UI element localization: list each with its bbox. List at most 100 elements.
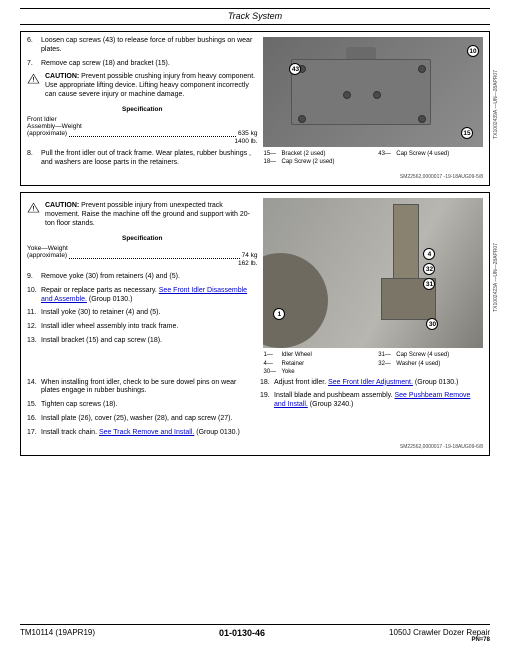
link-front-idler-adjustment[interactable]: See Front Idler Adjustment. (328, 379, 413, 386)
step-8: 8.Pull the front idler out of track fram… (27, 150, 257, 168)
leg-n: 1— (263, 351, 281, 359)
callout-30: 30 (426, 318, 438, 330)
top-rule (20, 8, 490, 9)
t: (Group 0130.) (413, 379, 459, 386)
step-num: 12. (27, 323, 41, 332)
leg-t: Retainer (281, 360, 304, 368)
step-num: 8. (27, 150, 41, 168)
caution-icon: ! (27, 73, 42, 86)
spec-row-2: (approximate) 74 kg (27, 252, 257, 260)
leg-n: 31— (378, 351, 396, 359)
leg-t: Yoke (281, 368, 294, 376)
figure-1: 43 10 15 (263, 37, 483, 147)
leg-t: Bracket (2 used) (281, 150, 325, 158)
caution-bold: CAUTION: (45, 202, 79, 209)
step-18: 18.Adjust front idler. See Front Idler A… (260, 379, 483, 388)
step-6: 6.Loosen cap screws (43) to release forc… (27, 37, 257, 55)
leg-t: Washer (4 used) (396, 360, 440, 368)
steps-18-19: 18.Adjust front idler. See Front Idler A… (260, 379, 483, 410)
spec-title-1: Specification (27, 106, 257, 113)
step-text: Install idler wheel assembly into track … (41, 323, 257, 332)
step-num: 18. (260, 379, 274, 388)
step-text: Install blade and pushbeam assembly. See… (274, 392, 483, 410)
leg-n: 30— (263, 368, 281, 376)
spec-val: 74 kg (242, 252, 258, 260)
spec-line2: Assembly—Weight (27, 123, 257, 130)
steps-6-7: 6.Loosen cap screws (43) to release forc… (27, 37, 257, 68)
step-num: 15. (27, 401, 41, 410)
section-1: 6.Loosen cap screws (43) to release forc… (20, 31, 490, 186)
step-num: 16. (27, 415, 41, 424)
step-text: Adjust front idler. See Front Idler Adju… (274, 379, 483, 388)
leg-n: 15— (263, 150, 281, 158)
section1-right: 43 10 15 TX1002439A —UN—28APR07 15—Brack… (263, 37, 483, 172)
fig2-side-label: TX1002423A —UN—28APR07 (493, 243, 499, 312)
leg-t: Idler Wheel (281, 351, 311, 359)
spec-row-1: (approximate) 635 kg (27, 130, 257, 138)
caution-1: ! CAUTION: Prevent possible crushing inj… (27, 73, 257, 99)
caution-bold: CAUTION: (45, 73, 79, 80)
spec-line1: Yoke—Weight (27, 245, 257, 252)
legend-1: 15—Bracket (2 used) 18—Cap Screw (2 used… (263, 150, 483, 167)
footer-pn: PN=78 (389, 637, 490, 643)
spec-line1: Front Idler (27, 116, 257, 123)
step-num: 7. (27, 60, 41, 69)
spec-lab: (approximate) (27, 252, 67, 260)
step-num: 13. (27, 337, 41, 346)
fig1-side-label: TX1002439A —UN—28APR07 (493, 70, 499, 139)
t: (Group 0130.) (194, 429, 240, 436)
step-text: Install plate (26), cover (25), washer (… (41, 415, 250, 424)
legend-2: 1—Idler Wheel 4—Retainer 30—Yoke 31—Cap … (263, 351, 483, 376)
callout-32: 32 (423, 263, 435, 275)
step-num: 11. (27, 309, 41, 318)
step-13: 13.Install bracket (15) and cap screw (1… (27, 337, 257, 346)
section1-left: 6.Loosen cap screws (43) to release forc… (27, 37, 257, 172)
caution-2: ! CAUTION: Prevent possible injury from … (27, 202, 257, 228)
callout-10: 10 (467, 45, 479, 57)
section2-micro: SM22562,0000017 -19-18AUG09-6/8 (27, 444, 483, 450)
leg-n: 18— (263, 158, 281, 166)
callout-4: 4 (423, 248, 435, 260)
page-footer: TM10114 (19APR19) 01-0130-46 1050J Crawl… (20, 624, 490, 643)
step-16: 16.Install plate (26), cover (25), washe… (27, 415, 250, 424)
step-text: Install yoke (30) to retainer (4) and (5… (41, 309, 257, 318)
step-19: 19.Install blade and pushbeam assembly. … (260, 392, 483, 410)
callout-15: 15 (461, 127, 473, 139)
t: Install blade and pushbeam assembly. (274, 392, 395, 399)
section1-micro: SM22562,0000017 -19-18AUG09-5/8 (27, 174, 483, 180)
step-text: When installing front idler, check to be… (41, 379, 250, 397)
fig2-wheel (263, 253, 328, 348)
step-num: 19. (260, 392, 274, 410)
leg-t: Cap Screw (4 used) (396, 150, 449, 158)
section2-left-upper: ! CAUTION: Prevent possible injury from … (27, 198, 257, 376)
fig1-handle (346, 47, 376, 59)
leg-n: 4— (263, 360, 281, 368)
step-9: 9.Remove yoke (30) from retainers (4) an… (27, 273, 257, 282)
spec-dots (69, 130, 236, 137)
spec-title-2: Specification (27, 235, 257, 242)
step-text: Remove yoke (30) from retainers (4) and … (41, 273, 257, 282)
caution-icon: ! (27, 202, 42, 215)
footer-mid: 01-0130-46 (219, 628, 265, 638)
footer-right-title: 1050J Crawler Dozer Repair (389, 628, 490, 637)
step-text: Repair or replace parts as necessary. Se… (41, 287, 257, 305)
step-num: 6. (27, 37, 41, 55)
spec-val: 635 kg (238, 130, 258, 138)
section2-lower: 14.When installing front idler, check to… (27, 379, 483, 443)
svg-text:!: ! (32, 77, 34, 84)
t: (Group 3240.) (308, 401, 354, 408)
t: Adjust front idler. (274, 379, 328, 386)
link-track-remove-install[interactable]: See Track Remove and Install. (99, 429, 194, 436)
spec-lab: (approximate) (27, 130, 67, 138)
t: (Group 0130.) (87, 296, 133, 303)
fig1-plate (291, 59, 431, 125)
leg-n: 32— (378, 360, 396, 368)
step-num: 17. (27, 429, 41, 438)
section-2: ! CAUTION: Prevent possible injury from … (20, 192, 490, 456)
step-num: 9. (27, 273, 41, 282)
step-12: 12.Install idler wheel assembly into tra… (27, 323, 257, 332)
leg-n: 43— (378, 150, 396, 158)
leg-t: Cap Screw (2 used) (281, 158, 334, 166)
step-text: Pull the front idler out of track frame.… (41, 150, 257, 168)
steps-9-13: 9.Remove yoke (30) from retainers (4) an… (27, 273, 257, 346)
